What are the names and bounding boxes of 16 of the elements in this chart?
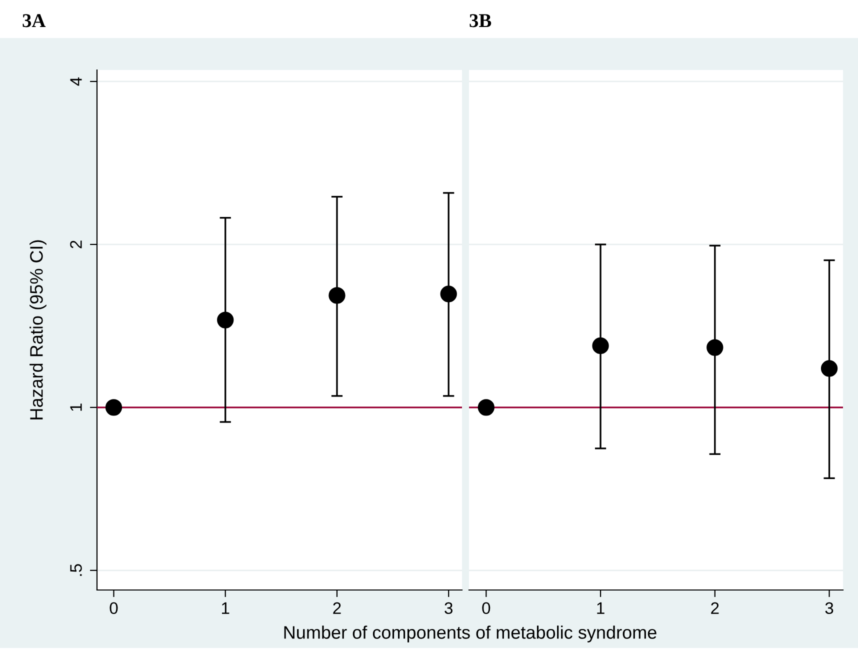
x-tick-label: 0 [482,602,490,614]
y-tick-label: 2 [70,240,82,248]
x-tick-label: 2 [333,602,341,614]
chart-title: 3A [22,14,46,28]
x-tick-label: 3 [444,602,453,614]
y-tick-label: 1 [70,404,82,411]
x-tick-label: 3 [825,602,834,614]
x-tick-label: 2 [711,602,719,614]
x-tick-label: 1 [597,602,604,614]
x-axis-title: Number of components of metabolic syndrome [284,626,656,642]
chart-title: 3B [470,14,492,28]
x-tick-label: 0 [110,602,118,614]
y-tick-label: 4 [70,77,82,86]
y-axis-title: Hazard Ratio (95% CI) [30,240,46,420]
y-tick-label: .5 [70,564,82,576]
x-tick-label: 1 [222,602,230,614]
